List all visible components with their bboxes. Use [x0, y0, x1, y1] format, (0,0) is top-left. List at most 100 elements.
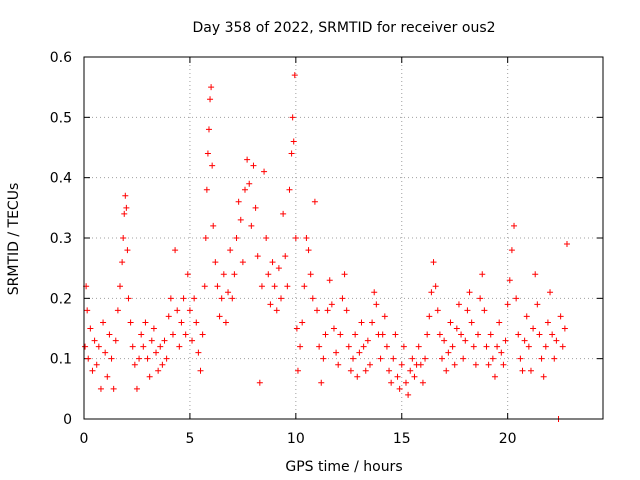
- data-point: [449, 343, 456, 350]
- data-point: [441, 337, 448, 344]
- data-point: [127, 319, 134, 326]
- data-point: [125, 295, 132, 302]
- data-point: [322, 331, 329, 338]
- x-tick-label: 20: [499, 431, 517, 447]
- data-point: [148, 337, 155, 344]
- y-axis-label: SRMTID / TECUs: [6, 183, 22, 296]
- data-point: [439, 355, 446, 362]
- y-tick-label: 0.6: [50, 50, 72, 66]
- data-point: [356, 349, 363, 356]
- data-point: [199, 331, 206, 338]
- data-point: [428, 289, 435, 296]
- data-point: [540, 373, 547, 380]
- data-point: [176, 343, 183, 350]
- data-point: [146, 373, 153, 380]
- data-point: [422, 355, 429, 362]
- data-point: [294, 367, 301, 374]
- data-point: [95, 343, 102, 350]
- data-point: [256, 379, 263, 386]
- data-point: [106, 331, 113, 338]
- data-point: [504, 301, 511, 308]
- data-point: [525, 343, 532, 350]
- data-point: [377, 355, 384, 362]
- data-point: [244, 156, 251, 163]
- data-point: [205, 126, 212, 133]
- data-point: [235, 198, 242, 205]
- data-point: [288, 150, 295, 157]
- data-point: [517, 355, 524, 362]
- data-point: [466, 289, 473, 296]
- data-point: [388, 379, 395, 386]
- data-point: [122, 192, 129, 199]
- data-point: [284, 283, 291, 290]
- data-point: [506, 277, 513, 284]
- data-point: [297, 343, 304, 350]
- data-point: [544, 319, 551, 326]
- data-point: [167, 295, 174, 302]
- data-point: [527, 367, 534, 374]
- data-point: [161, 337, 168, 344]
- data-point: [201, 283, 208, 290]
- data-point: [119, 259, 126, 266]
- data-point: [396, 385, 403, 392]
- data-point: [112, 337, 119, 344]
- data-point: [500, 361, 507, 368]
- y-tick-label: 0.5: [50, 110, 72, 126]
- data-point: [178, 319, 185, 326]
- data-point: [214, 283, 221, 290]
- data-point: [248, 222, 255, 229]
- data-point: [117, 283, 124, 290]
- data-point: [212, 259, 219, 266]
- data-point: [282, 253, 289, 260]
- data-point: [133, 385, 140, 392]
- data-point: [381, 313, 388, 320]
- x-tick-label: 10: [287, 431, 305, 447]
- data-point: [191, 295, 198, 302]
- data-point: [479, 271, 486, 278]
- data-point: [180, 295, 187, 302]
- data-point: [142, 319, 149, 326]
- data-point: [292, 235, 299, 241]
- data-point: [229, 295, 236, 302]
- data-point: [561, 325, 568, 332]
- data-point: [494, 343, 501, 350]
- data-point: [460, 355, 467, 362]
- data-point: [216, 313, 223, 320]
- data-point: [165, 313, 172, 320]
- data-point: [289, 114, 296, 121]
- data-point: [536, 331, 543, 338]
- data-point: [124, 247, 131, 254]
- data-point: [481, 307, 488, 314]
- y-tick-label: 0.3: [50, 231, 72, 247]
- axis-ticks: 0 0.1 0.2 0.3 0.4 0.5 0.6 0 5 10 15 20: [50, 50, 603, 447]
- data-point: [400, 343, 407, 350]
- data-point: [273, 307, 280, 314]
- x-tick-label: 15: [393, 431, 411, 447]
- data-point: [169, 331, 176, 338]
- data-point: [275, 265, 282, 272]
- data-point: [432, 283, 439, 290]
- data-point: [267, 301, 274, 308]
- plot-border: [83, 56, 604, 420]
- data-point: [227, 247, 234, 254]
- data-point: [458, 331, 465, 338]
- data-point: [379, 331, 386, 338]
- data-point: [369, 319, 376, 326]
- data-point: [394, 373, 401, 380]
- data-point: [489, 355, 496, 362]
- data-point: [345, 343, 352, 350]
- data-point: [341, 271, 348, 278]
- data-point: [85, 355, 92, 362]
- data-point: [208, 84, 215, 91]
- data-point: [159, 361, 166, 368]
- data-point: [263, 235, 270, 241]
- data-point: [337, 331, 344, 338]
- data-point: [258, 283, 265, 290]
- data-point: [203, 186, 210, 193]
- data-point: [87, 325, 94, 332]
- data-point: [233, 235, 240, 241]
- data-point: [189, 337, 196, 344]
- data-point: [246, 180, 253, 187]
- data-point: [316, 343, 323, 350]
- data-point: [462, 337, 469, 344]
